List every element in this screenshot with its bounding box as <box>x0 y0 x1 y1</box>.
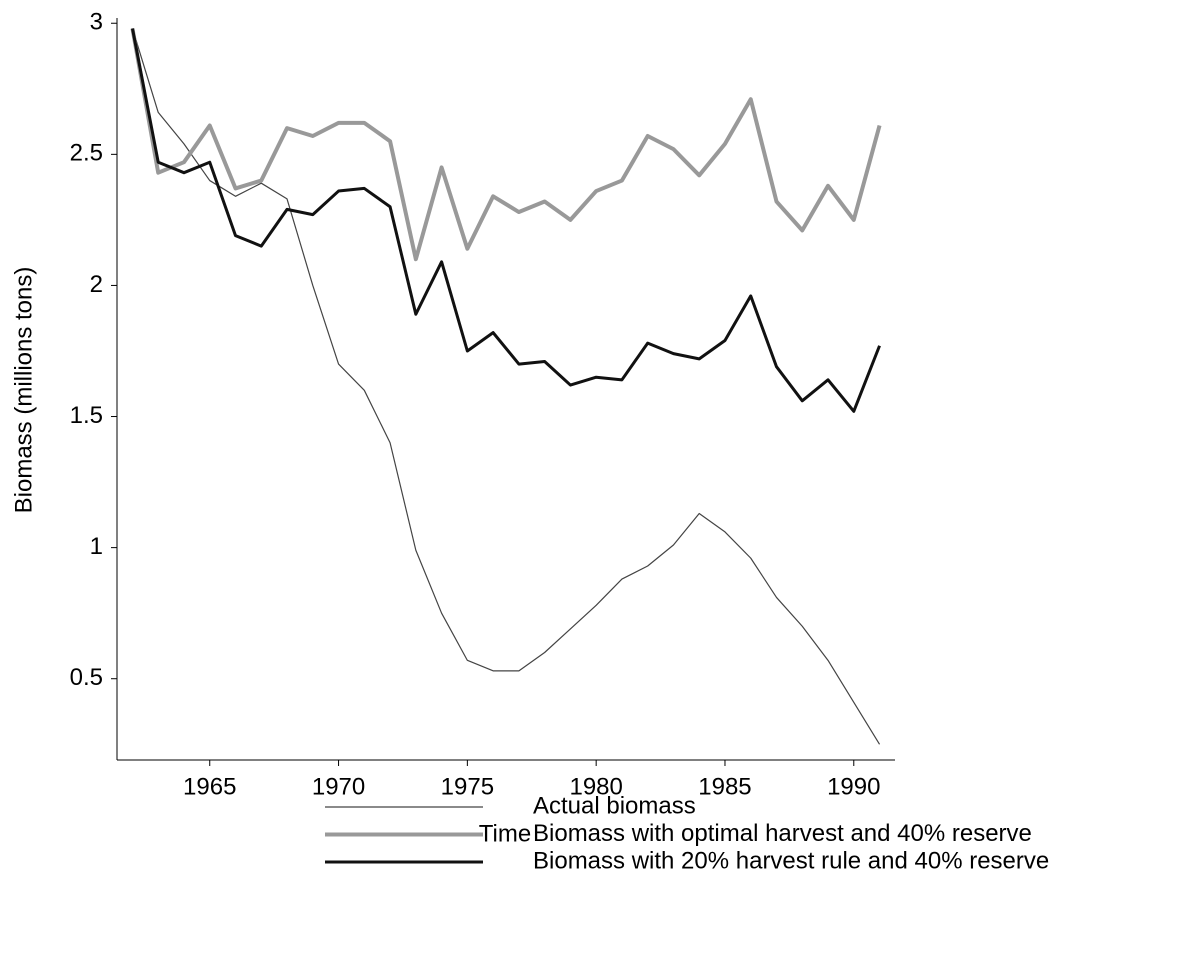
series-line <box>130 28 881 413</box>
x-tick-label: 1980 <box>569 773 622 800</box>
legend-label: Actual biomass <box>533 792 696 819</box>
y-tick-label: 1.5 <box>70 402 103 429</box>
y-tick-label: 3 <box>90 9 103 36</box>
x-tick-label: 1970 <box>312 773 365 800</box>
y-tick-label: 2.5 <box>70 140 103 167</box>
y-tick-label: 1 <box>90 533 103 560</box>
series-line <box>131 28 881 745</box>
legend-label: Biomass with 20% harvest rule and 40% re… <box>533 847 1049 874</box>
x-tick-label: 1965 <box>183 773 236 800</box>
x-tick-label: 1990 <box>827 773 880 800</box>
y-tick-label: 0.5 <box>70 664 103 691</box>
legend-label: Biomass with optimal harvest and 40% res… <box>533 820 1032 847</box>
y-axis-label: Biomass (millions tons) <box>10 267 37 514</box>
x-tick-label: 1975 <box>441 773 494 800</box>
series-line <box>130 28 882 262</box>
x-axis-label: Time <box>479 820 531 847</box>
y-tick-label: 2 <box>90 271 103 298</box>
x-tick-label: 1985 <box>698 773 751 800</box>
